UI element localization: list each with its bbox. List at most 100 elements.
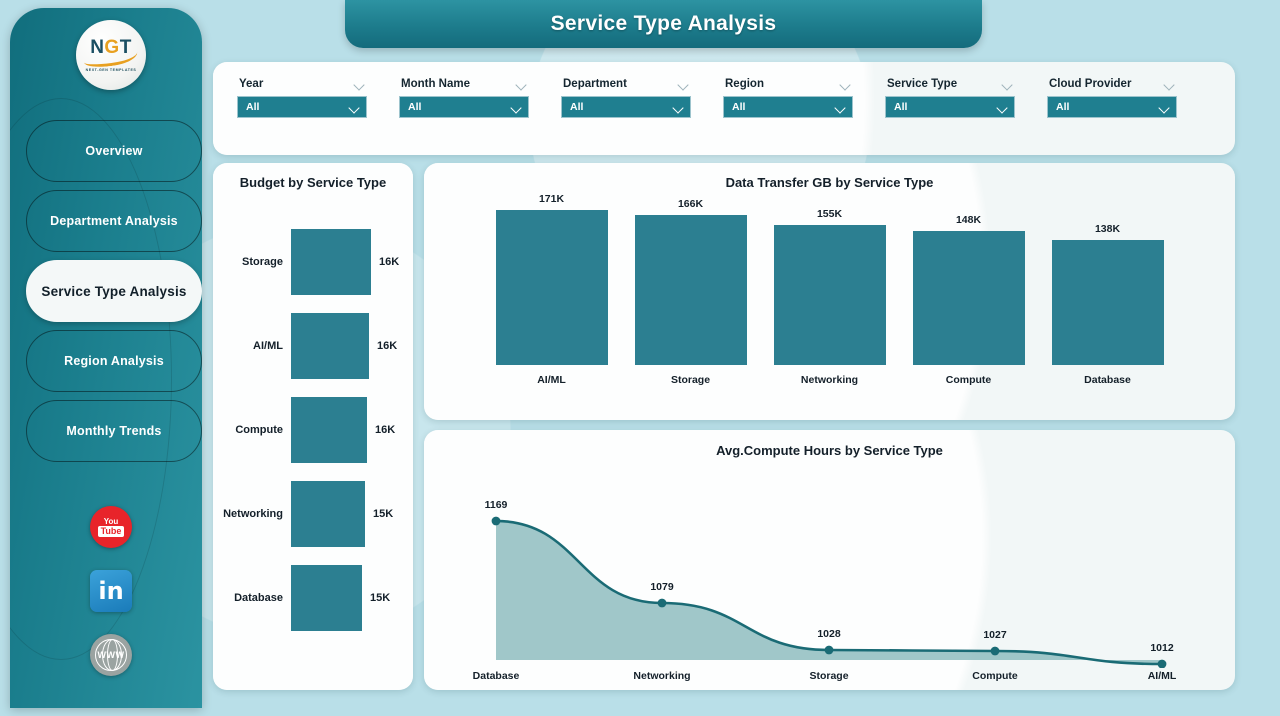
chevron-down-icon	[516, 81, 527, 88]
sidebar-item-label: Service Type Analysis	[41, 283, 187, 299]
filter-region-head[interactable]: Region	[723, 78, 853, 96]
budget-bar[interactable]	[291, 229, 371, 295]
filter-service-type-select[interactable]: All	[885, 96, 1015, 118]
budget-chart-title: Budget by Service Type	[239, 175, 387, 190]
data-transfer-column-item[interactable]: 148K Compute	[899, 190, 1038, 386]
avg-compute-hours-category-label: Database	[472, 670, 520, 682]
logo-letter-g: G	[104, 37, 120, 58]
filter-month-name-select[interactable]: All	[399, 96, 529, 118]
filter-service-type-head[interactable]: Service Type	[885, 78, 1015, 96]
avg-compute-hours-chart-title: Avg.Compute Hours by Service Type	[716, 443, 943, 458]
filter-region: Region All	[723, 78, 853, 118]
budget-bar[interactable]	[291, 481, 365, 547]
filter-department-head[interactable]: Department	[561, 78, 691, 96]
sidebar-item-service-type-analysis[interactable]: Service Type Analysis	[26, 260, 202, 322]
data-transfer-bar[interactable]	[495, 210, 608, 365]
social-links: You Tube in WWW	[90, 506, 134, 698]
filter-cloud-provider-select[interactable]: All	[1047, 96, 1177, 118]
linkedin-icon[interactable]: in	[90, 570, 132, 612]
sidebar-item-region-analysis[interactable]: Region Analysis	[26, 330, 202, 392]
page-header-banner: Service Type Analysis	[345, 0, 982, 48]
data-transfer-value-label: 155K	[816, 208, 843, 220]
data-transfer-column-chart: 171K AI/ML 166K Storage 155K Networking 148K Co…	[424, 190, 1235, 386]
data-point-marker[interactable]	[491, 516, 501, 526]
budget-bar-row[interactable]: AI/ML 16K	[213, 304, 413, 388]
filter-month-name-head[interactable]: Month Name	[399, 78, 529, 96]
filter-department-select[interactable]: All	[561, 96, 691, 118]
filter-service-type-label: Service Type	[887, 78, 958, 90]
chevron-down-icon	[840, 81, 851, 88]
budget-bar[interactable]	[291, 397, 367, 463]
avg-compute-hours-value-label: 1079	[650, 581, 674, 593]
filter-cloud-provider-head[interactable]: Cloud Provider	[1047, 78, 1177, 96]
filter-month-name-label: Month Name	[401, 78, 470, 90]
filter-month-name: Month Name All	[399, 78, 529, 118]
avg-compute-hours-svg	[491, 516, 1167, 668]
website-globe-icon[interactable]: WWW	[90, 634, 132, 676]
data-transfer-bar[interactable]	[634, 215, 747, 365]
budget-bar-category-label: AI/ML	[253, 340, 283, 352]
data-transfer-category-label: Database	[1084, 374, 1131, 386]
sidebar-item-monthly-trends[interactable]: Monthly Trends	[26, 400, 202, 462]
youtube-icon-top: You	[103, 517, 119, 526]
budget-bar-value-label: 16K	[379, 256, 400, 268]
sidebar-item-label: Region Analysis	[64, 354, 164, 368]
avg-compute-hours-card: Avg.Compute Hours by Service Type 1169 10…	[424, 430, 1235, 690]
avg-compute-hours-value-label: 1028	[817, 628, 841, 640]
avg-compute-hours-category-label: Storage	[809, 670, 849, 682]
filter-service-type: Service Type All	[885, 78, 1015, 118]
globe-lines	[95, 639, 127, 671]
filter-month-name-value: All	[408, 101, 422, 113]
filter-year-select[interactable]: All	[237, 96, 367, 118]
budget-bar-row[interactable]: Storage 16K	[213, 220, 413, 304]
avg-compute-hours-value-label: 1169	[484, 499, 508, 511]
sidebar-item-overview[interactable]: Overview	[26, 120, 202, 182]
filter-region-label: Region	[725, 78, 764, 90]
filter-cloud-provider-value: All	[1056, 101, 1070, 113]
chevron-down-icon	[349, 104, 360, 111]
data-point-marker[interactable]	[990, 646, 1000, 656]
data-point-marker[interactable]	[1157, 659, 1167, 668]
data-transfer-category-label: AI/ML	[537, 374, 566, 386]
budget-bar-row[interactable]: Compute 16K	[213, 388, 413, 472]
sidebar-item-department-analysis[interactable]: Department Analysis	[26, 190, 202, 252]
data-transfer-bar[interactable]	[912, 231, 1025, 365]
filter-department-value: All	[570, 101, 584, 113]
chevron-down-icon	[673, 104, 684, 111]
page-title: Service Type Analysis	[550, 12, 777, 35]
budget-bar-value-label: 16K	[375, 424, 396, 436]
data-transfer-bar[interactable]	[1051, 240, 1164, 365]
data-transfer-column-item[interactable]: 138K Database	[1038, 190, 1177, 386]
filter-cloud-provider-label: Cloud Provider	[1049, 78, 1132, 90]
logo-letter-t: T	[119, 37, 132, 58]
budget-bar-value-label: 15K	[370, 592, 391, 604]
data-point-marker[interactable]	[824, 645, 834, 655]
data-transfer-bar[interactable]	[773, 225, 886, 365]
filter-list: Year All Month Name All	[213, 62, 1235, 118]
budget-bar-row[interactable]: Networking 15K	[213, 472, 413, 556]
budget-bar[interactable]	[291, 313, 369, 379]
budget-bar-category-label: Compute	[235, 424, 283, 436]
budget-bar-category-label: Networking	[223, 508, 283, 520]
sidebar: NGT NEXT-GEN TEMPLATES Overview Departme…	[10, 8, 202, 708]
budget-bar-category-label: Database	[234, 592, 283, 604]
chevron-down-icon	[1002, 81, 1013, 88]
logo-letter-n: N	[90, 37, 105, 58]
sidebar-item-label: Overview	[85, 144, 143, 158]
budget-bar[interactable]	[291, 565, 362, 631]
data-transfer-column-item[interactable]: 155K Networking	[760, 190, 899, 386]
filter-year-head[interactable]: Year	[237, 78, 367, 96]
budget-by-service-type-card: Budget by Service Type Storage 16K AI/ML 16…	[213, 163, 413, 690]
data-transfer-column-item[interactable]: 166K Storage	[621, 190, 760, 386]
chevron-down-icon	[1164, 81, 1175, 88]
sidebar-item-label: Department Analysis	[50, 214, 178, 228]
data-transfer-column-item[interactable]: 171K AI/ML	[482, 190, 621, 386]
filter-region-select[interactable]: All	[723, 96, 853, 118]
budget-bar-row[interactable]: Database 15K	[213, 556, 413, 640]
data-point-marker[interactable]	[657, 598, 667, 608]
filter-service-type-value: All	[894, 101, 908, 113]
chevron-down-icon	[354, 81, 365, 88]
filter-region-value: All	[732, 101, 746, 113]
youtube-icon[interactable]: You Tube	[90, 506, 132, 548]
